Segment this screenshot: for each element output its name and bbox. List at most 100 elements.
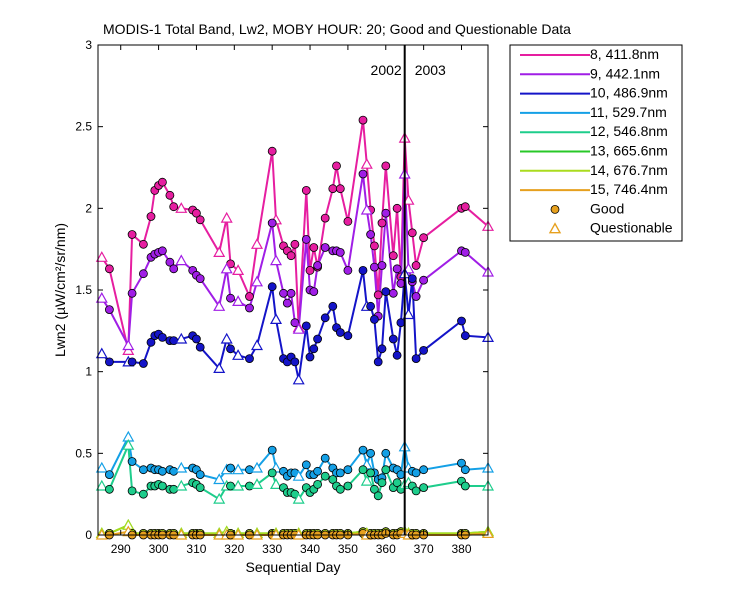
good-point (460, 247, 470, 257)
good-point (381, 448, 391, 458)
good-point (369, 262, 379, 272)
good-point (138, 359, 148, 368)
good-point (343, 216, 353, 226)
good-point (381, 208, 391, 218)
good-point (343, 265, 353, 275)
good-point (226, 293, 235, 303)
questionable-point (250, 461, 264, 473)
good-point (313, 466, 323, 476)
good-point (373, 357, 383, 367)
good-point (305, 352, 315, 362)
good-point (195, 483, 205, 493)
questionable-point (250, 339, 264, 351)
good-point (286, 288, 296, 298)
good-point (195, 215, 205, 225)
legend-questionable-marker (548, 222, 562, 234)
good-point (301, 234, 311, 244)
questionable-point (213, 300, 226, 311)
y-tick-label: 2.5 (75, 120, 92, 134)
good-point (226, 481, 235, 491)
good-point (457, 458, 466, 468)
good-point (411, 261, 421, 270)
good-point (127, 288, 137, 298)
good-point (332, 161, 341, 171)
x-tick-label: 320 (224, 542, 244, 556)
questionable-point (175, 202, 188, 213)
good-point (369, 484, 379, 494)
x-tick-label: 300 (149, 542, 169, 556)
questionable-point (213, 473, 226, 485)
questionable-point (175, 461, 188, 473)
good-point (377, 344, 387, 354)
good-point (309, 344, 319, 354)
questionable-point (95, 251, 108, 262)
year-label-2003: 2003 (415, 62, 446, 78)
good-point (388, 288, 398, 298)
good-point (366, 230, 376, 239)
y-tick-label: 0 (85, 528, 92, 542)
good-point (191, 208, 201, 218)
good-point (377, 261, 387, 270)
good-point (411, 292, 421, 301)
good-point (169, 264, 179, 274)
y-tick-label: 0.5 (75, 446, 92, 460)
questionable-point (213, 362, 226, 373)
good-point (407, 228, 417, 238)
good-point (411, 468, 421, 478)
legend-box (509, 44, 683, 242)
good-point (138, 489, 148, 499)
good-point (388, 334, 398, 344)
good-point (267, 468, 277, 478)
good-point (157, 246, 167, 256)
questionable-point (95, 291, 108, 303)
x-tick-label: 360 (376, 542, 396, 556)
good-point (358, 169, 368, 179)
good-point (301, 321, 311, 331)
axes: 290 300 310 320 330 340 350 360 370 380 0 0.5 1 1.5 2 2… (75, 38, 488, 556)
good-point (157, 481, 167, 491)
good-point (328, 184, 338, 194)
good-point (457, 316, 466, 326)
good-point (381, 465, 391, 475)
good-point (313, 334, 323, 344)
good-point (290, 357, 300, 367)
y-tick-label: 1 (85, 365, 92, 379)
questionable-point (175, 479, 188, 491)
questionable-point (232, 463, 245, 475)
good-point (138, 465, 148, 475)
good-point (335, 328, 345, 337)
questionable-point (402, 308, 415, 320)
good-point (358, 445, 368, 455)
good-point (369, 314, 379, 324)
good-point (460, 331, 470, 341)
questionable-point (250, 478, 264, 489)
x-tick-label: 340 (300, 542, 320, 556)
good-point (105, 484, 114, 494)
good-point (157, 466, 167, 476)
legend-label: 8, 411.8nm (590, 46, 659, 62)
good-point (320, 243, 330, 252)
good-point (105, 357, 114, 367)
questionable-point (232, 349, 245, 360)
questionable-point (175, 332, 188, 344)
good-point (381, 161, 391, 171)
good-point (127, 457, 137, 466)
good-point (127, 486, 137, 496)
good-point (369, 241, 379, 251)
legend-label: 12, 546.8nm (590, 123, 668, 139)
good-point (460, 202, 470, 212)
questionable-point (292, 373, 305, 385)
questionable-point (232, 295, 245, 306)
good-point (328, 301, 338, 311)
good-point (366, 301, 376, 311)
questionable-point (360, 474, 373, 486)
legend: 8, 411.8nm 9, 442.1nm 10, 486.9nm 11, 529.7… (509, 44, 683, 242)
questionable-point (175, 254, 188, 266)
y-tick-label: 3 (85, 38, 92, 52)
x-tick-label: 290 (111, 542, 131, 556)
good-point (411, 486, 421, 496)
questionable-point (220, 211, 233, 223)
y-axis-label: Lwn2 (µW/cm²/sr/nm) (52, 223, 68, 357)
good-point (335, 184, 345, 194)
